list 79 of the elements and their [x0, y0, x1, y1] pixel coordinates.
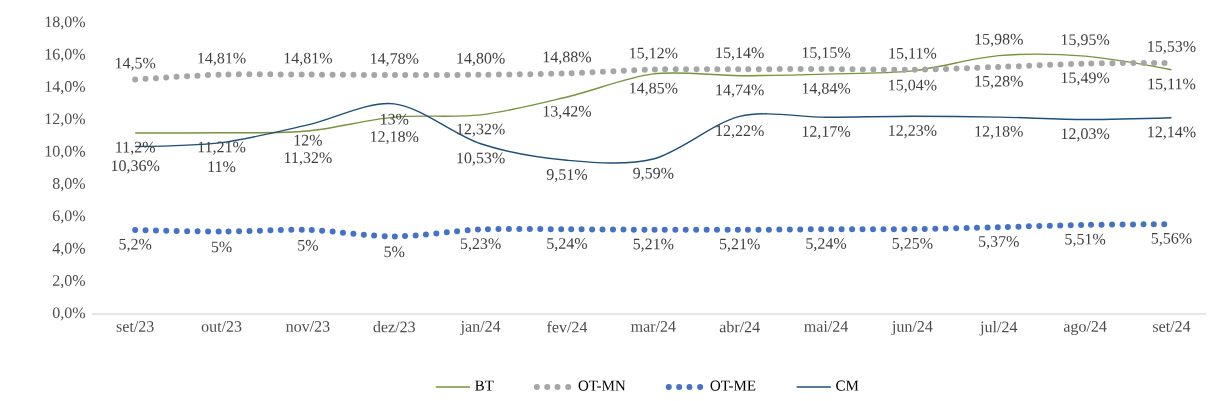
data-label: 15,11%	[1148, 78, 1196, 92]
data-label: 5,23%	[460, 238, 501, 252]
legend-label: OT-MN	[578, 380, 626, 391]
y-tick-label: 2,0%	[52, 275, 86, 289]
data-label: 5,56%	[1151, 232, 1192, 247]
data-label: 5,21%	[719, 238, 760, 252]
data-label: 11,2%	[116, 141, 155, 155]
legend-label: OT-ME	[710, 380, 756, 391]
data-label: 14,81%	[284, 52, 332, 66]
y-tick-label: 4,0%	[52, 242, 86, 256]
data-label: 15,12%	[630, 47, 678, 61]
y-tick-label: 14,0%	[45, 81, 86, 95]
x-tick-label: jan/24	[460, 321, 501, 336]
x-tick-label: jul/24	[979, 321, 1018, 336]
x-tick-label: mar/24	[631, 321, 676, 332]
y-tick-label: 16,0%	[45, 48, 86, 62]
legend-label: BT	[475, 380, 494, 391]
data-label: 12,18%	[975, 125, 1023, 139]
data-label: 5,24%	[806, 238, 847, 252]
y-tick-label: 6,0%	[52, 210, 86, 224]
y-tick-label: 10,0%	[45, 145, 86, 159]
data-label: 5%	[298, 239, 318, 251]
legend-label: CM	[836, 380, 859, 391]
data-label: 5,2%	[119, 238, 152, 252]
data-label: 11,32%	[284, 152, 332, 166]
data-label: 12,17%	[802, 126, 851, 140]
data-label: 12,18%	[371, 131, 419, 145]
data-label: 5%	[384, 246, 405, 258]
data-label: 15,49%	[1061, 72, 1110, 86]
y-tick-label: 12,0%	[45, 113, 86, 127]
data-label: 5,21%	[633, 238, 674, 252]
x-tick-label: ago/24	[1063, 321, 1107, 336]
data-label: 14,78%	[371, 53, 419, 67]
data-label: 15,28%	[975, 75, 1023, 89]
data-label: 5,37%	[979, 236, 1019, 250]
data-label: 14,85%	[630, 82, 678, 96]
data-label: 15,95%	[1061, 34, 1110, 48]
data-label: 11%	[208, 161, 236, 173]
data-label: 12,32%	[457, 123, 505, 137]
data-label: 5,51%	[1065, 233, 1106, 247]
x-tick-label: fev/24	[547, 321, 588, 333]
data-label: 13,42%	[543, 105, 592, 119]
data-label: 12%	[294, 134, 322, 146]
data-label: 14,88%	[543, 51, 592, 65]
data-label: 15,15%	[802, 47, 851, 61]
data-label: 14,74%	[716, 84, 764, 98]
data-label: 14,80%	[457, 52, 505, 66]
data-label: 14,81%	[198, 52, 246, 66]
x-tick-label: jun/24	[891, 321, 933, 336]
x-tick-label: dez/23	[373, 321, 415, 333]
data-label: 15,14%	[716, 47, 764, 61]
x-tick-label: abr/24	[719, 321, 760, 333]
x-tick-label: out/23	[201, 321, 242, 332]
data-label: 12,22%	[716, 125, 764, 139]
data-label: 12,14%	[1148, 126, 1196, 140]
data-label: 15,98%	[975, 33, 1023, 47]
y-tick-label: 8,0%	[52, 178, 86, 192]
data-label: 9,59%	[633, 167, 674, 181]
y-tick-label: 18,0%	[45, 16, 86, 30]
x-tick-label: set/23	[116, 321, 154, 332]
x-tick-label: mai/24	[804, 321, 849, 332]
data-label: 9,51%	[546, 169, 588, 183]
data-label: 15,53%	[1148, 41, 1196, 55]
data-label: 13%	[381, 113, 409, 125]
data-label: 14,84%	[802, 82, 851, 96]
y-tick-label: 0,0%	[52, 307, 86, 321]
data-label: 14,5%	[115, 57, 156, 71]
data-label: 10,36%	[111, 160, 160, 174]
data-label: 5%	[211, 241, 232, 253]
data-label: 15,11%	[889, 47, 937, 61]
data-label: 5,24%	[547, 238, 588, 252]
x-tick-label: set/24	[1153, 321, 1191, 332]
data-label: 15,04%	[889, 79, 937, 93]
data-label: 11,21%	[198, 141, 246, 155]
data-label: 12,23%	[889, 125, 937, 139]
x-tick-label: nov/23	[286, 321, 330, 332]
data-label: 5,25%	[892, 237, 933, 252]
data-label: 10,53%	[457, 152, 505, 166]
data-label: 12,03%	[1061, 128, 1110, 142]
